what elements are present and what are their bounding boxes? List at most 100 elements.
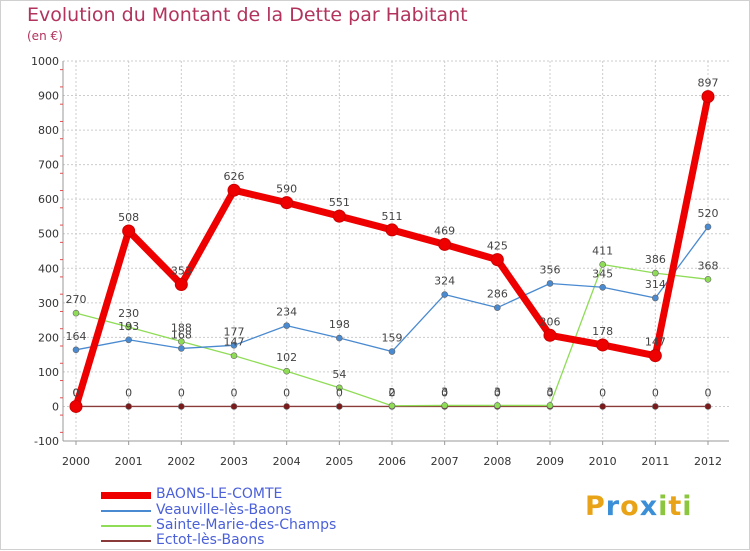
legend-label: Veauville-lès-Baons <box>156 502 292 518</box>
data-point <box>230 342 238 349</box>
data-label: 345 <box>592 267 613 280</box>
data-label: 164 <box>66 330 87 343</box>
series-line-0 <box>72 93 712 410</box>
data-label: 425 <box>487 240 508 253</box>
y-tick-label: 700 <box>38 159 59 172</box>
data-label: 314 <box>645 278 666 291</box>
legend-swatch <box>101 525 151 527</box>
data-label: 2 <box>389 386 396 399</box>
logo-letter: r <box>605 491 621 522</box>
data-label: 159 <box>382 332 403 345</box>
data-point <box>336 334 343 342</box>
data-label: 0 <box>652 386 659 399</box>
data-label: 551 <box>329 196 350 209</box>
y-tick-label: 0 <box>52 400 59 413</box>
data-point <box>704 223 712 231</box>
data-label: 508 <box>118 211 139 224</box>
data-point <box>178 403 185 410</box>
data-point <box>280 196 294 210</box>
x-tick-label: 2004 <box>273 455 301 468</box>
data-label: 0 <box>178 386 185 399</box>
data-point <box>704 276 712 283</box>
data-label: 626 <box>224 170 245 183</box>
data-point <box>125 323 132 331</box>
data-point <box>178 338 185 345</box>
y-tick-label: -100 <box>34 435 59 448</box>
data-label: 206 <box>540 315 561 328</box>
data-label: 469 <box>434 224 455 237</box>
legend-swatch <box>101 510 151 512</box>
data-point <box>336 403 343 410</box>
data-label: 0 <box>125 386 132 399</box>
y-tick-label: 100 <box>38 366 59 379</box>
data-point <box>336 384 343 392</box>
data-label: 520 <box>698 207 719 220</box>
data-label: 0 <box>389 386 396 399</box>
x-tick-label: 2006 <box>378 455 406 468</box>
data-label: 411 <box>592 244 613 257</box>
x-tick-label: 2001 <box>115 455 143 468</box>
x-tick-label: 2010 <box>589 455 617 468</box>
data-label: 3 <box>547 385 554 398</box>
data-point <box>122 224 136 238</box>
data-label: 198 <box>329 318 350 331</box>
data-point <box>125 403 132 410</box>
legend-swatch <box>101 540 151 542</box>
data-point <box>596 338 610 352</box>
data-point <box>283 322 290 329</box>
legend-swatch <box>101 492 151 499</box>
data-label: 0 <box>705 386 712 399</box>
data-point <box>546 280 554 287</box>
data-label: 3 <box>494 385 501 398</box>
logo-letter: x <box>639 491 659 522</box>
logo-letter: o <box>620 491 640 522</box>
data-label: 234 <box>276 306 297 319</box>
data-label: 324 <box>434 275 455 288</box>
data-label: 3 <box>441 385 448 398</box>
data-point <box>543 328 557 342</box>
data-point <box>332 209 346 223</box>
data-point <box>72 346 80 354</box>
data-label: 356 <box>540 263 561 276</box>
data-point <box>174 278 188 292</box>
data-point <box>230 403 238 410</box>
chart-title: Evolution du Montant de la Dette par Hab… <box>27 4 468 26</box>
data-label: 102 <box>276 351 297 364</box>
data-point <box>72 309 80 317</box>
chart-unit-label: (en €) <box>27 29 63 43</box>
legend: BAONS-LE-COMTE Veauville-lès-Baons Saint… <box>101 486 421 548</box>
data-point <box>599 261 606 268</box>
data-label: 147 <box>224 336 245 349</box>
data-label: 353 <box>171 265 192 278</box>
data-point <box>385 223 399 237</box>
data-point <box>494 402 501 409</box>
data-label: 590 <box>276 183 297 196</box>
data-point <box>494 304 501 311</box>
series-group <box>69 90 715 413</box>
x-tick-label: 2000 <box>62 455 90 468</box>
data-label: 0 <box>494 386 501 399</box>
logo-letter: i <box>658 491 669 522</box>
legend-label: Sainte-Marie-des-Champs <box>156 517 337 533</box>
legend-label: BAONS-LE-COMTE <box>156 486 283 502</box>
data-label: 0 <box>441 386 448 399</box>
x-tick-label: 2005 <box>325 455 353 468</box>
data-label: 897 <box>698 77 719 90</box>
x-tick-label: 2007 <box>431 455 459 468</box>
data-label: 193 <box>118 320 139 333</box>
data-point <box>69 399 83 413</box>
data-point <box>388 402 396 410</box>
logo-letter: t <box>668 491 683 522</box>
data-label: 0 <box>547 386 554 399</box>
x-tick-label: 2009 <box>536 455 564 468</box>
logo-letter: P <box>585 491 606 522</box>
data-label: 0 <box>283 386 290 399</box>
data-point <box>648 349 662 363</box>
y-tick-label: 800 <box>38 124 59 137</box>
data-point <box>652 294 659 302</box>
data-point <box>599 283 606 291</box>
data-label: 230 <box>118 307 139 320</box>
data-label: 178 <box>592 325 613 338</box>
